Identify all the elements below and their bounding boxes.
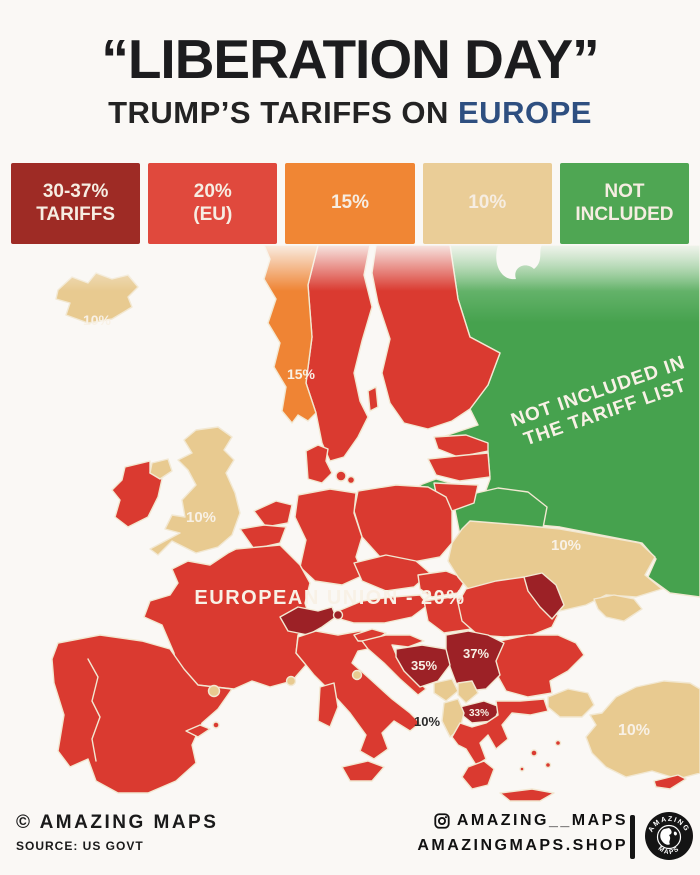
map-top-fade bbox=[0, 245, 700, 291]
legend-label: 15% bbox=[330, 192, 370, 214]
page-title: “LIBERATION DAY” bbox=[101, 28, 599, 90]
label-united-kingdom: 10% bbox=[186, 509, 216, 526]
region-turkey-european bbox=[547, 688, 595, 718]
legend-item-10: 10% bbox=[422, 163, 552, 244]
microstate-liechtenstein bbox=[332, 609, 344, 621]
footer-divider bbox=[630, 815, 635, 859]
legend-item-30-37: 30-37% TARIFFS bbox=[11, 163, 141, 244]
page-subtitle: TRUMP’S TARIFFS ON EUROPE bbox=[0, 95, 700, 131]
region-northern-ireland bbox=[149, 458, 173, 480]
greek-island bbox=[544, 761, 552, 769]
region-peloponnese bbox=[461, 760, 495, 790]
country-bosnia bbox=[395, 644, 451, 688]
legend-label: 30-37% bbox=[42, 181, 109, 203]
country-poland bbox=[353, 484, 453, 564]
label-bosnia: 35% bbox=[411, 658, 437, 673]
island-crete bbox=[499, 788, 555, 802]
country-netherlands bbox=[253, 500, 293, 528]
country-austria bbox=[337, 594, 429, 624]
globe-landmass bbox=[660, 828, 677, 845]
denmark-island bbox=[346, 475, 356, 485]
microstate-san-marino bbox=[351, 669, 363, 681]
label-turkey: 10% bbox=[618, 722, 650, 739]
legend-item-15: 15% bbox=[285, 163, 415, 244]
country-bulgaria bbox=[493, 634, 585, 698]
label-north-macedonia: 33% bbox=[469, 708, 489, 719]
region-crimea bbox=[593, 594, 643, 622]
label-western-balkans: 10% bbox=[414, 714, 440, 729]
country-moldova bbox=[523, 572, 565, 620]
instagram-line: AMAZING__MAPS bbox=[417, 812, 628, 830]
country-denmark bbox=[305, 444, 333, 484]
border-portugal-spain bbox=[87, 658, 101, 762]
subtitle-highlight: EUROPE bbox=[458, 95, 592, 130]
footer-right: AMAZING__MAPS AMAZINGMAPS.SHOP bbox=[417, 812, 628, 855]
header: “LIBERATION DAY” TRUMP’S TARIFFS ON EURO… bbox=[0, 0, 700, 131]
country-latvia bbox=[427, 452, 491, 482]
country-germany bbox=[294, 488, 365, 586]
europe-tariff-map: 10% 15% 10% 10% 10% EUROPEAN UNION - 20%… bbox=[0, 245, 700, 802]
country-belgium bbox=[239, 524, 287, 550]
country-slovakia bbox=[417, 570, 467, 598]
islands-balearic bbox=[185, 724, 211, 738]
instagram-handle: AMAZING__MAPS bbox=[456, 812, 628, 829]
greek-island bbox=[519, 766, 525, 772]
country-turkey bbox=[585, 680, 700, 780]
subtitle-prefix: TRUMP’S TARIFFS ON bbox=[108, 95, 458, 130]
svg-text:MAPS: MAPS bbox=[657, 845, 682, 856]
denmark-island bbox=[335, 470, 347, 482]
source-text: SOURCE: US GOVT bbox=[16, 839, 144, 853]
legend-item-not-included: NOT INCLUDED bbox=[559, 163, 690, 244]
label-serbia: 37% bbox=[463, 646, 489, 661]
greek-island bbox=[554, 739, 562, 747]
island-cyprus bbox=[653, 774, 687, 790]
legend: 30-37% TARIFFS 20% (EU) 15% 10% NOT INCL… bbox=[11, 163, 690, 244]
legend-item-20-eu: 20% (EU) bbox=[148, 163, 278, 244]
amazing-maps-logo: AMAZING MAPS bbox=[645, 812, 693, 860]
legend-label: TARIFFS bbox=[36, 203, 115, 225]
legend-label: (EU) bbox=[193, 203, 233, 225]
microstate-monaco bbox=[285, 675, 297, 687]
label-ukraine: 10% bbox=[551, 537, 581, 554]
label-norway: 15% bbox=[287, 366, 316, 382]
shop-url: AMAZINGMAPS.SHOP bbox=[417, 837, 628, 854]
country-montenegro bbox=[433, 678, 459, 702]
label-european-union: EUROPEAN UNION - 20% bbox=[194, 587, 465, 609]
copyright-text: © AMAZING MAPS bbox=[16, 812, 219, 833]
country-serbia bbox=[445, 630, 505, 692]
legend-label: 10% bbox=[468, 192, 507, 214]
microstate-andorra bbox=[207, 684, 221, 698]
instagram-icon bbox=[434, 813, 450, 829]
island-gotland bbox=[367, 386, 379, 412]
country-ukraine bbox=[447, 520, 663, 612]
legend-label: NOT bbox=[604, 181, 645, 203]
country-estonia bbox=[433, 434, 489, 458]
country-kosovo bbox=[457, 680, 479, 704]
legend-label: INCLUDED bbox=[575, 203, 674, 225]
island-sardinia bbox=[317, 682, 339, 728]
greek-island bbox=[530, 749, 538, 757]
footer-left: © AMAZING MAPS SOURCE: US GOVT bbox=[16, 812, 218, 853]
logo-arc-bottom: MAPS bbox=[657, 845, 680, 856]
island-menorca bbox=[212, 721, 220, 729]
label-iceland: 10% bbox=[83, 312, 112, 328]
island-sicily bbox=[341, 760, 385, 782]
country-united-kingdom bbox=[149, 426, 241, 556]
legend-label: 20% bbox=[193, 181, 232, 203]
